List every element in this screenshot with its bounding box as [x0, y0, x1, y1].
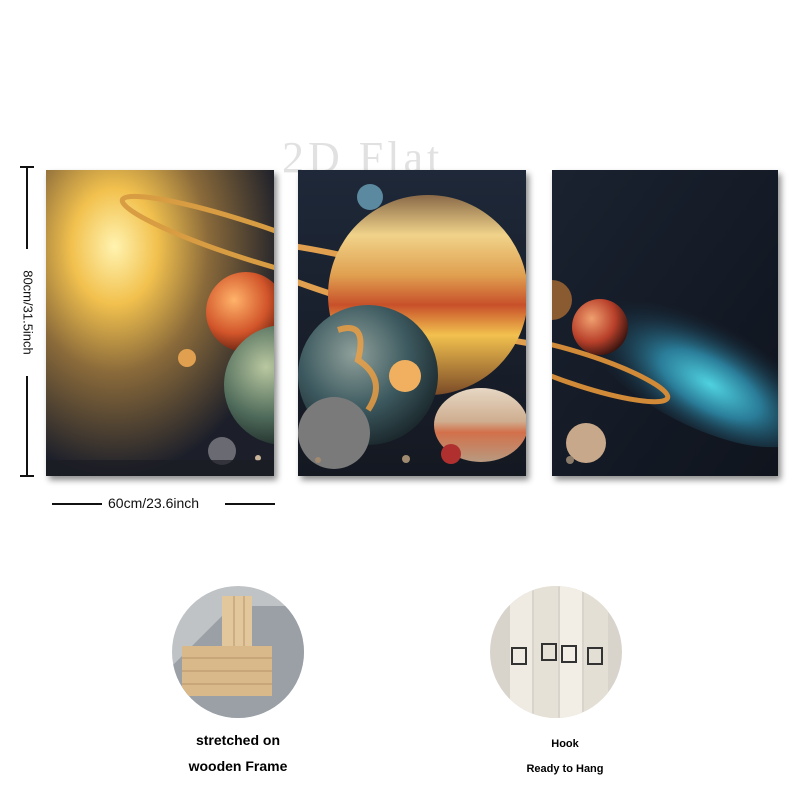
width-line-left — [52, 503, 102, 505]
canvas-panel-right — [552, 170, 778, 476]
height-tick-bottom — [20, 475, 34, 477]
height-label: 80cm/31.5inch — [20, 270, 36, 355]
wooden-frame-photo — [172, 586, 304, 718]
hook-caption-line1: Hook — [551, 738, 579, 750]
canvas-panel-middle — [298, 170, 526, 476]
width-line-right — [225, 503, 275, 505]
height-line-top — [26, 167, 28, 249]
canvas-panel-left — [46, 170, 274, 476]
planet-artwork-middle — [298, 170, 526, 476]
hook-caption-line2: Ready to Hang — [526, 763, 604, 775]
width-label: 60cm/23.6inch — [108, 495, 200, 511]
height-line-bottom — [26, 376, 28, 476]
frame-caption-line2: wooden Frame — [188, 758, 288, 774]
planet-artwork-right — [552, 170, 778, 476]
hook-photo — [490, 586, 622, 718]
frame-caption-line1: stretched on — [195, 732, 280, 748]
planet-artwork-left — [46, 170, 274, 476]
